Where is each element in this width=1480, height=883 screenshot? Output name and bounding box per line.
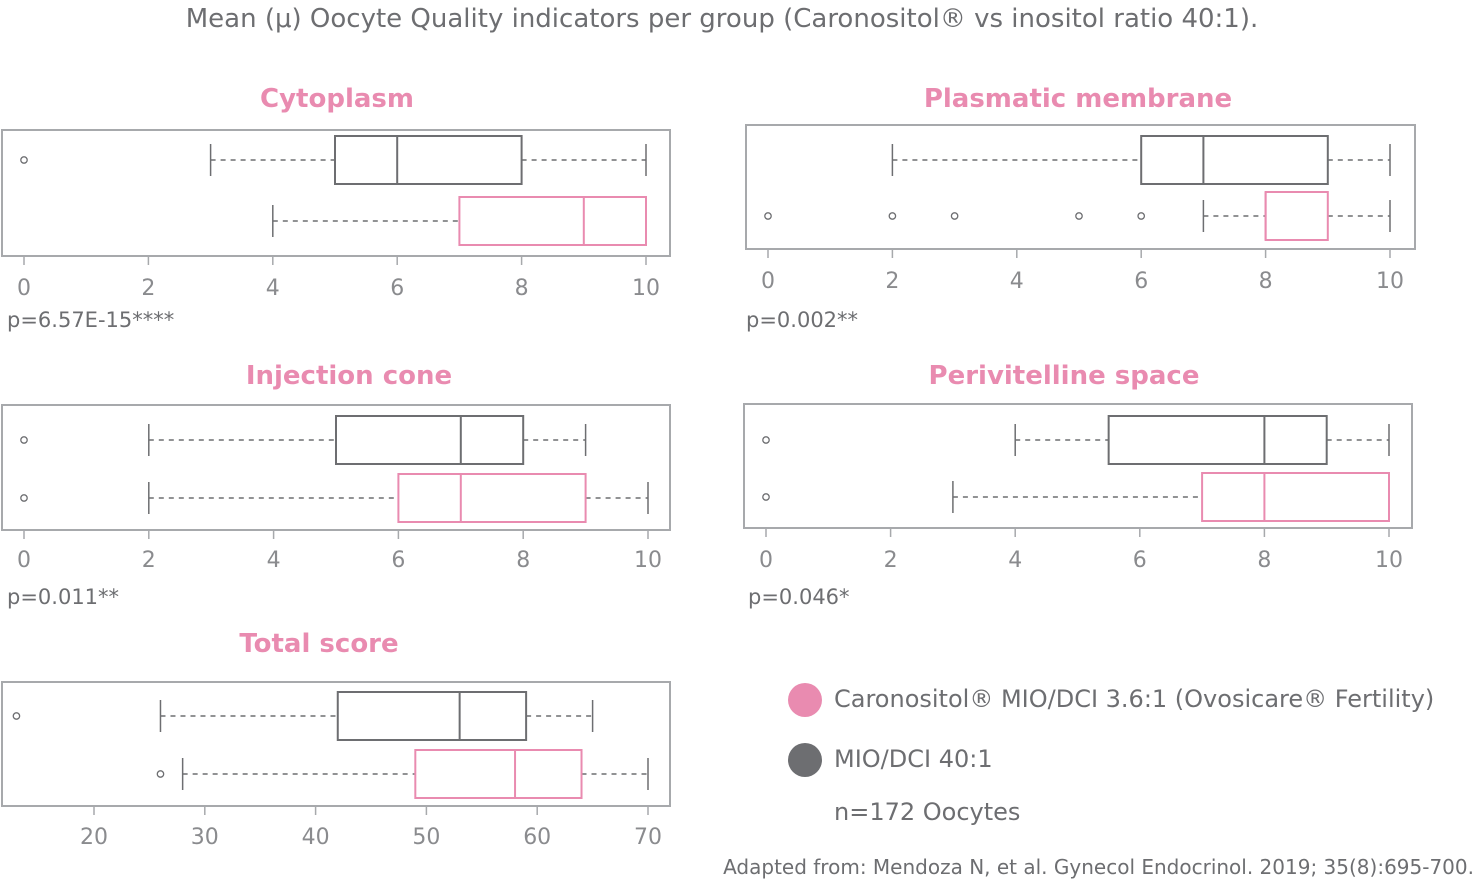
outlier-point (762, 436, 770, 444)
x-tick-label: 2 (142, 548, 156, 573)
x-tick-label: 2 (884, 548, 898, 573)
x-tick-label: 10 (1376, 269, 1404, 294)
legend-label-caronositol: Caronositol® MIO/DCI 3.6:1 (Ovosicare® F… (834, 685, 1434, 713)
iqr-box (336, 691, 528, 741)
x-tick-label: 8 (515, 276, 529, 301)
x-tick-label: 4 (267, 548, 281, 573)
iqr-box (335, 415, 525, 465)
x-tick-label: 20 (80, 825, 108, 850)
x-tick-label: 10 (632, 276, 660, 301)
outlier-point (20, 156, 28, 164)
x-tick-label: 6 (1134, 269, 1148, 294)
legend-swatch-caronositol (788, 683, 822, 717)
x-tick-label: 0 (17, 276, 31, 301)
x-tick-label: 0 (759, 548, 773, 573)
x-tick-label: 6 (391, 548, 405, 573)
figure-title: Mean (μ) Oocyte Quality indicators per g… (186, 4, 1259, 34)
x-tick-label: 30 (191, 825, 219, 850)
plot-frame (1, 404, 671, 531)
plot-frame (743, 403, 1413, 529)
outlier-point (156, 770, 165, 778)
iqr-box (458, 196, 647, 246)
panel-title-perivitelline-space: Perivitelline space (929, 361, 1200, 391)
x-tick-label: 4 (1010, 269, 1024, 294)
outlier-point (888, 212, 897, 220)
iqr-box (1107, 415, 1328, 465)
panels: Cytoplasm 0 2 4 6 8 10 p=6.57E-15**** Plasmatic … (1, 84, 1416, 850)
panel-cytoplasm: Cytoplasm 0 2 4 6 8 10 p=6.57E-15**** (1, 84, 671, 332)
x-tick-label: 8 (1257, 548, 1271, 573)
panel-total-score: Total score 20 30 40 50 60 70 (1, 629, 671, 850)
panel-injection-cone: Injection cone 0 2 4 6 8 10 p=0.011** (1, 361, 671, 609)
iqr-box (397, 473, 587, 523)
panel-title-total-score: Total score (239, 629, 398, 659)
x-tick-label: 4 (266, 276, 280, 301)
outlier-point (20, 436, 28, 444)
x-tick-label: 0 (761, 269, 775, 294)
legend: Caronositol® MIO/DCI 3.6:1 (Ovosicare® F… (788, 683, 1434, 826)
x-tick-label: 10 (634, 548, 662, 573)
legend-label-mio-dci: MIO/DCI 40:1 (834, 745, 993, 773)
x-tick-label: 10 (1375, 548, 1403, 573)
x-tick-label: 70 (634, 825, 662, 850)
x-tick-label: 60 (523, 825, 551, 850)
p-value-plasmatic-membrane: p=0.002** (746, 308, 858, 332)
iqr-box (1264, 191, 1329, 241)
outlier-point (20, 494, 28, 502)
plot-frame (1, 681, 671, 807)
x-tick-label: 2 (141, 276, 155, 301)
x-tick-label: 8 (1259, 269, 1273, 294)
iqr-box (1201, 472, 1390, 522)
x-tick-label: 6 (390, 276, 404, 301)
iqr-box (1140, 135, 1329, 185)
x-tick-label: 0 (17, 548, 31, 573)
x-tick-label: 8 (516, 548, 530, 573)
p-value-injection-cone: p=0.011** (7, 585, 119, 609)
iqr-box (414, 749, 583, 799)
panel-plasmatic-membrane: Plasmatic membrane 0 2 4 6 8 10 p=0.002** (745, 84, 1416, 332)
outlier-point (1137, 212, 1146, 220)
outlier-point (950, 212, 959, 220)
panel-title-cytoplasm: Cytoplasm (260, 84, 414, 114)
x-tick-label: 2 (885, 269, 899, 294)
sample-size-label: n=172 Oocytes (834, 798, 1020, 826)
p-value-perivitelline-space: p=0.046* (748, 585, 850, 609)
outlier-point (762, 493, 770, 501)
plot-frame (745, 124, 1416, 250)
outlier-point (1075, 212, 1083, 220)
outlier-point (764, 212, 772, 220)
source-citation: Adapted from: Mendoza N, et al. Gynecol … (723, 855, 1474, 879)
panel-title-plasmatic-membrane: Plasmatic membrane (924, 84, 1232, 114)
panel-perivitelline-space: Perivitelline space 0 2 4 6 8 10 p=0.046* (743, 361, 1413, 609)
plot-frame (1, 129, 671, 257)
iqr-box (334, 135, 523, 185)
panel-title-injection-cone: Injection cone (246, 361, 452, 391)
legend-swatch-mio-dci (788, 743, 822, 777)
outlier-point (12, 712, 21, 720)
x-tick-label: 50 (412, 825, 440, 850)
x-tick-label: 40 (302, 825, 330, 850)
p-value-cytoplasm: p=6.57E-15**** (7, 308, 174, 332)
x-tick-label: 4 (1008, 548, 1022, 573)
x-tick-label: 6 (1133, 548, 1147, 573)
